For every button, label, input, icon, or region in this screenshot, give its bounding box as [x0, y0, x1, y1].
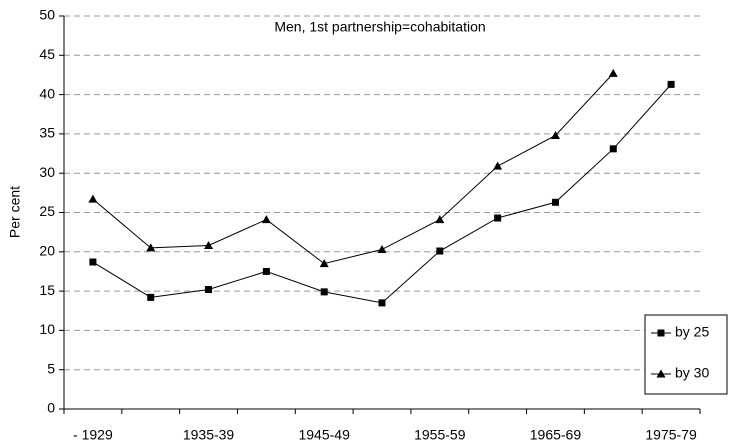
x-tick-label: 1965-69	[530, 427, 582, 443]
line	[92, 84, 672, 304]
data-point	[146, 243, 156, 252]
x-tick-label: 1975-79	[645, 427, 697, 443]
chart-title: Men, 1st partnership=cohabitation	[274, 19, 485, 35]
y-tick-label: 15	[39, 282, 55, 298]
data-point	[550, 130, 560, 139]
line	[92, 73, 614, 265]
y-tick-label: 30	[39, 164, 55, 180]
data-point	[262, 267, 270, 275]
data-point	[205, 286, 213, 294]
data-point	[319, 259, 329, 268]
x-tick-label: 1935-39	[183, 427, 235, 443]
data-point	[608, 68, 618, 77]
data-point	[204, 241, 214, 250]
legend: by 25 by 30	[644, 314, 728, 395]
data-point	[609, 145, 617, 153]
y-tick-label: 40	[39, 85, 55, 101]
data-point	[435, 215, 445, 224]
legend-marker	[656, 369, 666, 378]
data-point	[378, 299, 386, 307]
data-point	[494, 214, 502, 222]
data-point	[667, 80, 675, 88]
data-point	[377, 244, 387, 253]
y-tick-label: 45	[39, 46, 55, 62]
data-point	[261, 215, 271, 224]
data-point	[493, 161, 503, 170]
legend-box	[644, 314, 728, 395]
x-tick-label: - 1929	[73, 427, 113, 443]
legend-label: by 30	[675, 365, 709, 381]
data-point	[320, 288, 328, 296]
y-axis-label: Per cent	[7, 186, 23, 238]
data-point	[436, 247, 444, 255]
legend-marker	[657, 329, 665, 337]
y-tick-label: 25	[39, 203, 55, 219]
data-point	[88, 194, 98, 203]
y-tick-label: 35	[39, 125, 55, 141]
y-tick-label: 20	[39, 243, 55, 259]
x-tick-label: 1945-49	[298, 427, 350, 443]
data-point	[89, 258, 97, 266]
data-point	[551, 198, 559, 206]
x-tick-label: 1955-59	[414, 427, 466, 443]
legend-label: by 25	[675, 324, 709, 340]
y-tick-label: 50	[39, 7, 55, 23]
y-tick-label: 5	[47, 360, 55, 376]
y-tick-label: 0	[47, 400, 55, 416]
data-point	[147, 293, 155, 301]
y-tick-label: 10	[39, 321, 55, 337]
